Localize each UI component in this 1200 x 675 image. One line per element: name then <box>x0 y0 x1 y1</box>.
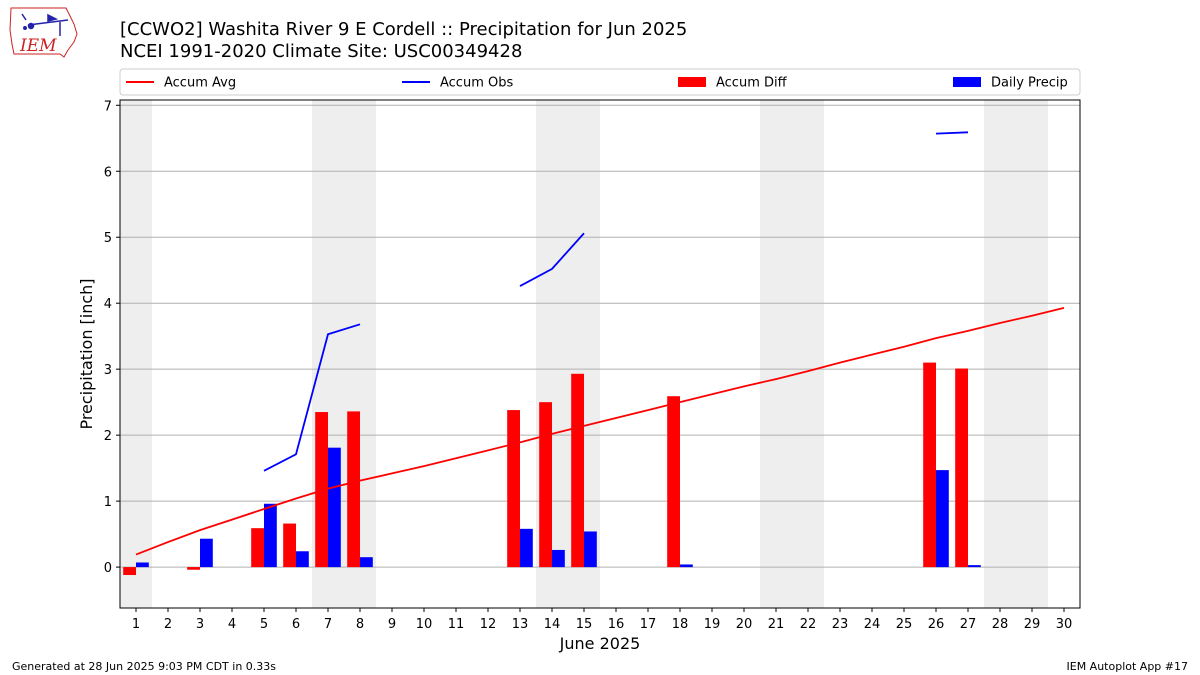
legend-label: Accum Diff <box>716 76 788 91</box>
weekend-shade <box>120 100 152 608</box>
accum-diff-bar <box>187 567 200 570</box>
x-tick-label: 22 <box>800 617 817 632</box>
x-tick-label: 7 <box>324 617 332 632</box>
plot-frame <box>119 99 1081 609</box>
daily-precip-bar <box>552 549 565 568</box>
legend-label: Accum Avg <box>164 76 236 91</box>
plot-area: 1 2 3 4 5 6 7 8 9 10 11 12 13 14 15 16 17 18 19 20 21 22 23 24 2… <box>104 99 1081 632</box>
x-tick-label: 25 <box>896 617 913 632</box>
x-tick-label: 29 <box>1024 617 1041 632</box>
x-tick-label: 20 <box>736 617 753 632</box>
x-tick-label: 28 <box>992 617 1009 632</box>
x-tick-label: 18 <box>672 617 689 632</box>
accum-obs-line <box>935 131 969 135</box>
daily-precip-bar <box>264 503 277 568</box>
x-tick-label: 21 <box>768 617 785 632</box>
y-tick-label: 3 <box>104 363 112 378</box>
x-tick-label: 6 <box>292 617 300 632</box>
x-tick-label: 2 <box>164 617 172 632</box>
y-tick-label: 1 <box>104 495 112 510</box>
x-tick-label: 9 <box>388 617 396 632</box>
accum-diff-bar <box>923 362 936 568</box>
weekend-shade <box>984 100 1048 608</box>
daily-precip-bar <box>584 531 597 568</box>
x-tick-label: 23 <box>832 617 849 632</box>
daily-precip-bar <box>680 564 693 568</box>
accum-diff-bar <box>123 567 136 576</box>
accum-avg-line <box>135 306 1065 556</box>
x-tick-label: 5 <box>260 617 268 632</box>
x-tick-label: 1 <box>132 617 140 632</box>
x-tick-label: 15 <box>576 617 593 632</box>
y-tick-label: 4 <box>104 297 112 312</box>
accum-diff-bar <box>283 523 296 568</box>
x-tick-label: 13 <box>512 617 529 632</box>
accum-diff-bar <box>347 411 360 568</box>
daily-precip-bar <box>936 470 949 568</box>
x-tick-label: 26 <box>928 617 945 632</box>
y-tick-label: 7 <box>104 99 112 114</box>
x-tick-label: 4 <box>228 617 236 632</box>
accum-obs-line <box>519 232 585 287</box>
x-tick-label: 24 <box>864 617 881 632</box>
footer-app: IEM Autoplot App #17 <box>1067 660 1189 673</box>
iowa-outline-icon <box>9 7 78 58</box>
chart-subtitle: NCEI 1991-2020 Climate Site: USC00349428 <box>120 41 522 62</box>
x-tick-label: 16 <box>608 617 625 632</box>
weekend-shade <box>760 100 824 608</box>
legend-frame <box>119 68 1081 96</box>
accum-diff-bar <box>539 402 552 568</box>
x-tick-label: 12 <box>480 617 497 632</box>
daily-precip-bar <box>968 565 981 568</box>
y-tick-label: 2 <box>104 429 112 444</box>
accum-diff-bar <box>667 396 680 568</box>
legend-swatch <box>953 77 981 87</box>
daily-precip-bar <box>328 447 341 568</box>
legend-swatch <box>678 77 706 87</box>
chart-title: [CCWO2] Washita River 9 E Cordell :: Pre… <box>120 19 687 40</box>
iem-logo: IEM <box>9 7 78 58</box>
x-tick-label: 27 <box>960 617 977 632</box>
y-tick-label: 0 <box>104 561 112 576</box>
footer-generated: Generated at 28 Jun 2025 9:03 PM CDT in … <box>12 660 276 673</box>
daily-precip-bar <box>136 562 149 568</box>
x-tick-label: 3 <box>196 617 204 632</box>
accum-diff-bar <box>571 373 584 568</box>
x-tick-label: 10 <box>416 617 433 632</box>
daily-precip-bar <box>296 551 309 568</box>
x-tick-label: 17 <box>640 617 657 632</box>
accum-diff-bar <box>507 410 520 568</box>
weather-symbols-icon <box>21 13 69 36</box>
daily-precip-bar <box>200 538 213 568</box>
accum-diff-bar <box>955 368 968 568</box>
y-tick-label: 5 <box>104 231 112 246</box>
daily-precip-bar <box>360 557 373 568</box>
legend-label: Accum Obs <box>440 76 513 91</box>
x-tick-label: 8 <box>356 617 364 632</box>
logo-text: IEM <box>19 36 57 56</box>
y-axis-label: Precipitation [inch] <box>77 278 96 429</box>
accum-diff-bar <box>251 528 264 568</box>
x-tick-label: 30 <box>1056 617 1073 632</box>
x-axis-label: June 2025 <box>559 634 641 653</box>
accum-obs-line <box>263 323 361 472</box>
x-tick-label: 14 <box>544 617 561 632</box>
daily-precip-bar <box>520 528 533 568</box>
x-tick-label: 19 <box>704 617 721 632</box>
x-tick-label: 11 <box>448 617 465 632</box>
y-tick-label: 6 <box>104 165 112 180</box>
legend: Accum Avg Accum Obs Accum Diff Daily Precip <box>119 68 1081 96</box>
accum-diff-bar <box>315 412 328 568</box>
legend-label: Daily Precip <box>991 76 1068 91</box>
